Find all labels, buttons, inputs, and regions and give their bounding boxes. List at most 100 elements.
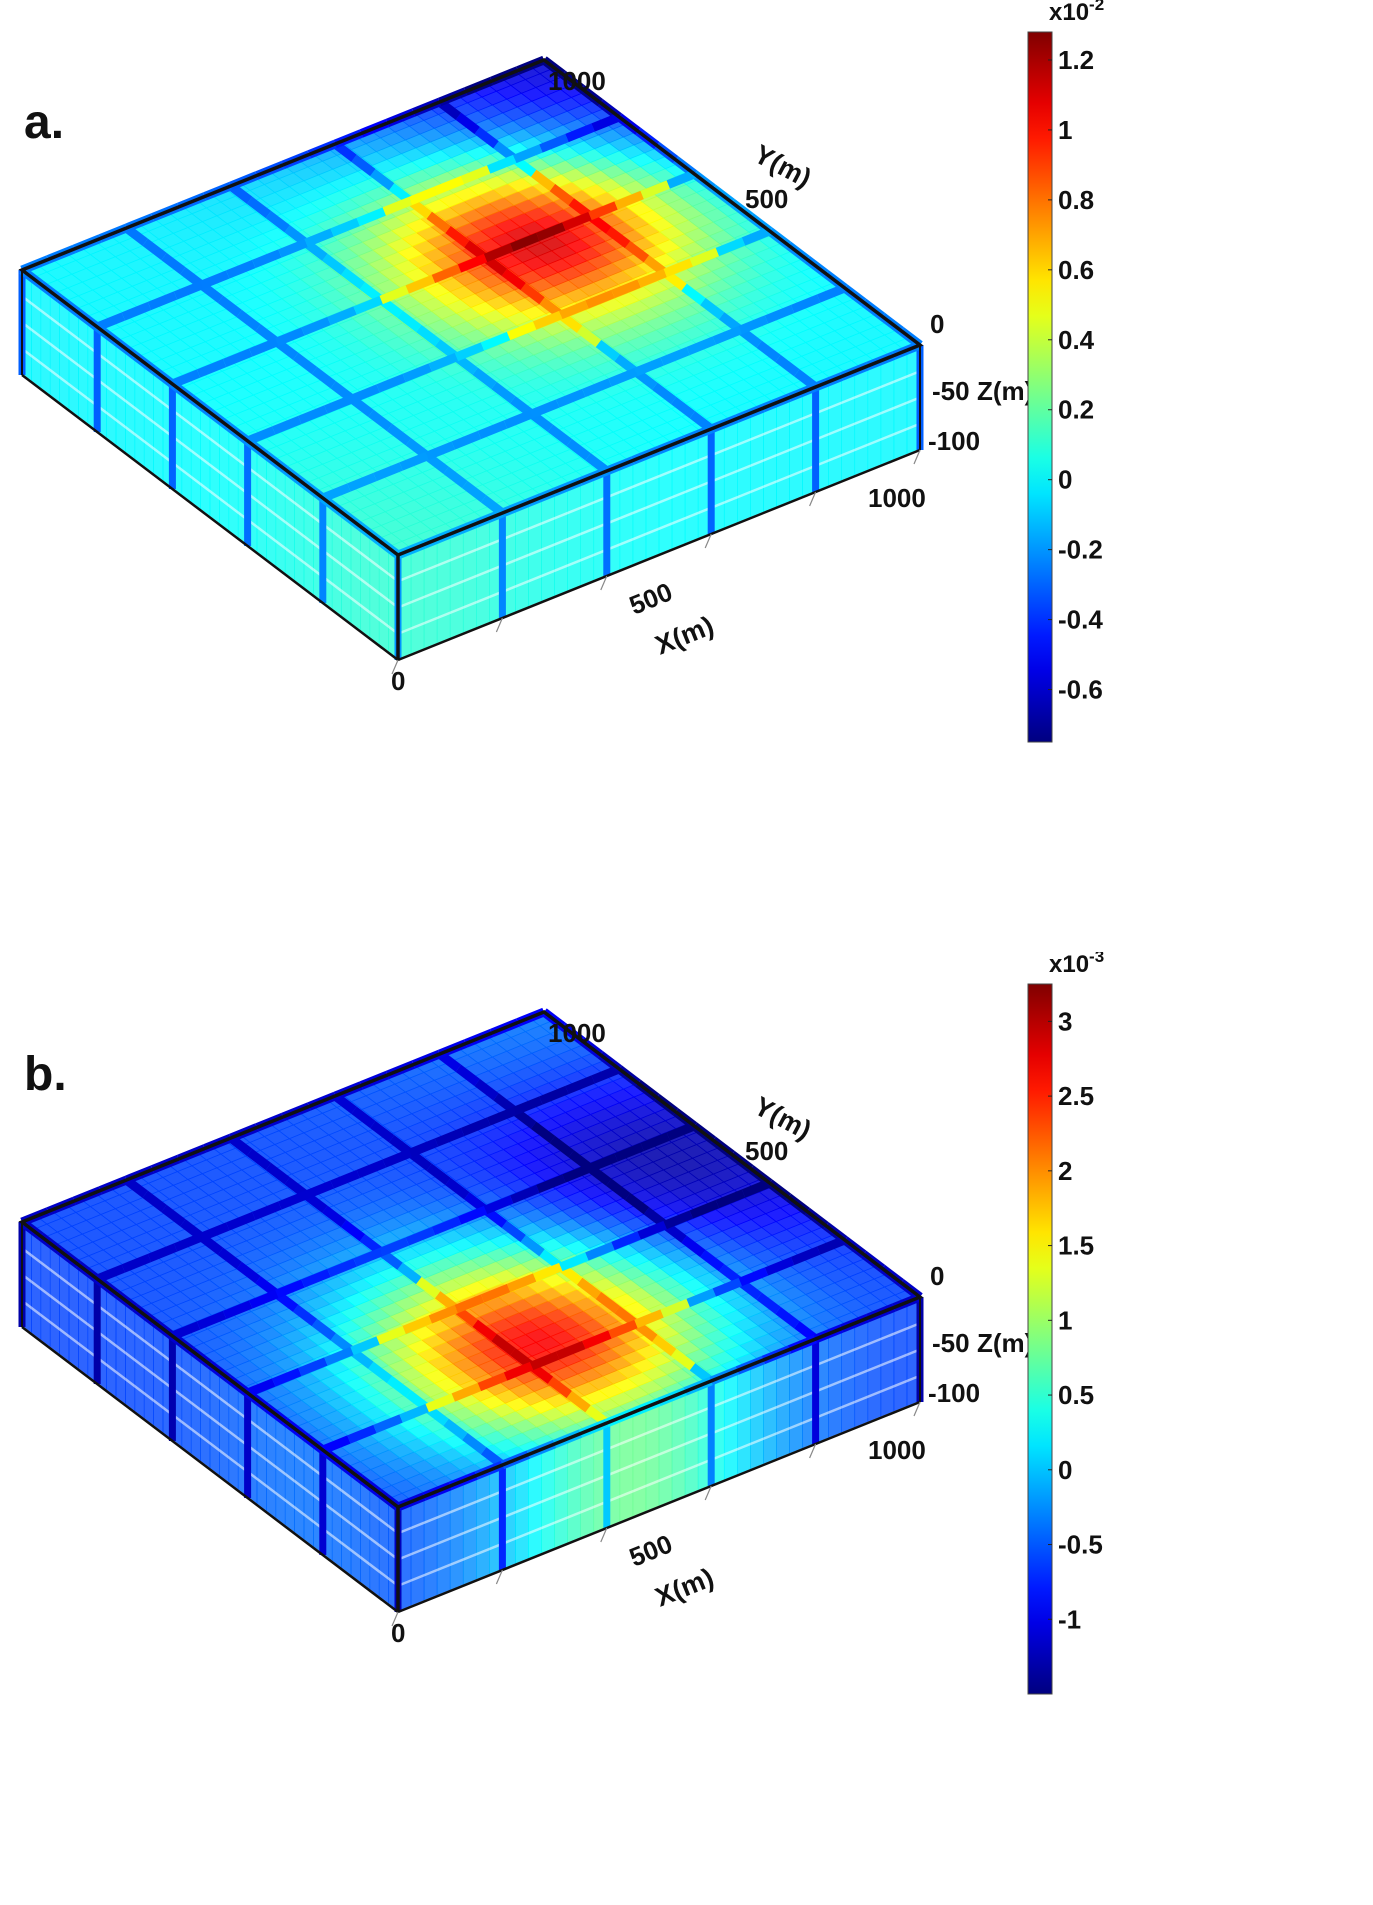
- slice-band: [322, 1205, 347, 1228]
- slice-band: [425, 1393, 455, 1413]
- slice-band: [426, 211, 451, 234]
- slice-band: [715, 237, 746, 257]
- slice-band: [252, 1201, 282, 1221]
- slice-band: [614, 1142, 644, 1162]
- z-tick-label: -100: [928, 426, 980, 456]
- slice-band: [660, 1298, 690, 1318]
- colorbar-tick-label: 2.5: [1058, 1081, 1094, 1111]
- slice-band: [817, 283, 847, 303]
- slice-band: [764, 304, 795, 324]
- slice-band: [510, 1184, 540, 1204]
- side-faces: [18, 1221, 924, 1614]
- slice-band: [591, 1064, 621, 1084]
- slice-band: [304, 228, 334, 248]
- panel-b: b. 1000 500 Y(m) 0 500 1000 X(m) 0 -50 Z(m) -100 3 2.…: [0, 952, 1373, 1904]
- slice-band: [428, 352, 459, 372]
- slice-band: [353, 295, 383, 315]
- slice-band: [539, 1085, 569, 1105]
- colorbar-tick-label: -1: [1058, 1604, 1081, 1634]
- slice-band: [370, 168, 395, 191]
- slice-band: [652, 1334, 677, 1357]
- slice-band: [236, 1261, 261, 1284]
- slice-band: [405, 274, 436, 294]
- slice-band: [428, 1304, 459, 1324]
- slice-band: [199, 1222, 230, 1242]
- colorbar-tick-label: -0.4: [1058, 605, 1103, 635]
- slice-band: [585, 1241, 615, 1261]
- slice-band: [681, 283, 706, 306]
- slice-band: [217, 1247, 242, 1270]
- slice-band: [652, 382, 677, 405]
- slice-band: [304, 1180, 334, 1200]
- slice-band: [376, 1325, 406, 1345]
- slice-band: [637, 1220, 667, 1240]
- slice-band: [520, 1234, 545, 1257]
- slice-band: [539, 133, 569, 153]
- x-tick: [495, 617, 503, 633]
- slice-band: [222, 1300, 253, 1320]
- slice-band: [416, 1276, 441, 1299]
- slice-band: [547, 424, 572, 447]
- y-tick-label: 500: [745, 184, 788, 214]
- colorbar-tick-label: 0.4: [1058, 325, 1095, 355]
- slice-band: [562, 211, 592, 231]
- colorbar-tick-label: 3: [1058, 1006, 1072, 1036]
- colorbar-tick-label: 2: [1058, 1156, 1072, 1186]
- slice-band: [370, 1120, 395, 1143]
- slice-band: [245, 1378, 276, 1398]
- x-tick: [495, 1569, 503, 1585]
- slice-band: [321, 1435, 351, 1455]
- slice-band: [686, 336, 716, 356]
- slice-band: [252, 249, 282, 269]
- slice-band: [457, 1205, 488, 1225]
- slice-band: [298, 405, 328, 425]
- slice-band: [741, 1178, 772, 1198]
- colorbar-tick-label: 0.6: [1058, 255, 1094, 285]
- slice-band: [565, 123, 595, 143]
- slice-band: [95, 312, 125, 332]
- slice-band: [382, 196, 413, 216]
- slice-band: [474, 1078, 499, 1101]
- slice-band: [681, 1235, 706, 1258]
- slice-band: [611, 1231, 641, 1251]
- slice-band: [513, 1096, 543, 1116]
- slice-band: [530, 1121, 556, 1144]
- slice-band: [350, 384, 380, 404]
- slice-band: [327, 1258, 357, 1278]
- slice-band: [324, 1346, 354, 1366]
- colorbar-exponent: x10-2: [1049, 0, 1104, 26]
- slice-band: [556, 388, 586, 408]
- slice-band: [347, 1424, 377, 1444]
- colorbar-tick-label: 0: [1058, 1455, 1072, 1485]
- slice-band: [491, 1333, 516, 1356]
- slice-band: [431, 1216, 462, 1236]
- slice-band: [775, 1306, 800, 1329]
- slice-band: [347, 472, 377, 492]
- slice-band: [474, 126, 499, 149]
- slice-band: [275, 327, 305, 347]
- slice-band: [350, 1336, 380, 1356]
- slice-band: [491, 381, 516, 404]
- slice-band: [356, 207, 386, 227]
- slice-band: [536, 222, 566, 242]
- slice-band: [455, 1064, 480, 1087]
- x-tick-label: 0: [391, 666, 405, 696]
- slice-band: [756, 340, 781, 363]
- slice-band: [614, 190, 644, 210]
- slice-band: [700, 1249, 725, 1272]
- colorbar-tick-label: 0.2: [1058, 395, 1094, 425]
- x-tick: [913, 449, 921, 465]
- slice-band: [196, 1310, 227, 1330]
- slice-band: [142, 1190, 167, 1213]
- slice-band: [533, 310, 563, 330]
- slice-band: [226, 1211, 256, 1231]
- slice-band: [775, 354, 800, 377]
- slice-band: [351, 1106, 376, 1129]
- slice-band: [472, 367, 497, 390]
- colorbar-tick-label: 0.8: [1058, 185, 1094, 215]
- top-outline: [18, 58, 924, 557]
- slice-band: [477, 420, 508, 440]
- slice-band: [608, 1319, 638, 1339]
- z-tick-label: 0: [930, 1261, 944, 1291]
